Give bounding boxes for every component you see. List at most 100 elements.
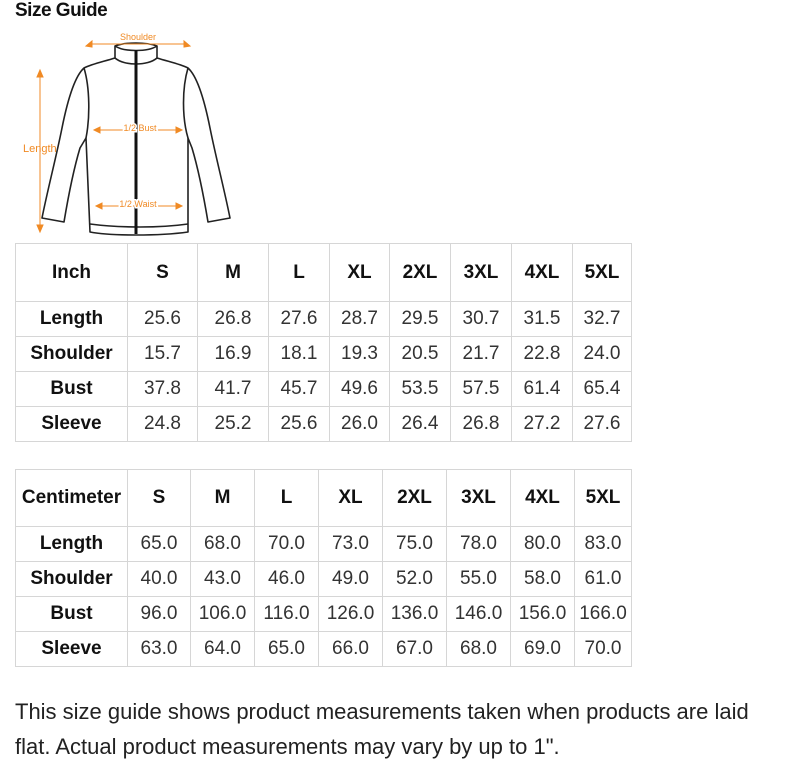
table-cell: 64.0	[190, 631, 255, 667]
inch-size-header: 5XL	[572, 243, 632, 302]
table-cell: 78.0	[446, 526, 511, 562]
table-cell: 20.5	[389, 336, 451, 372]
table-cell: 27.2	[511, 406, 573, 442]
table-cell: 25.6	[268, 406, 330, 442]
row-header: Bust	[15, 596, 128, 632]
table-row: Shoulder 15.7 16.9 18.1 19.3 20.5 21.7 2…	[15, 336, 632, 372]
table-cell: 58.0	[510, 561, 575, 597]
length-label: Length	[23, 143, 57, 155]
jacket-outline	[41, 42, 231, 236]
cm-size-header: XL	[318, 469, 383, 527]
table-cell: 22.8	[511, 336, 573, 372]
table-cell: 70.0	[254, 526, 319, 562]
measurement-note: This size guide shows product measuremen…	[15, 699, 749, 759]
table-cell: 67.0	[382, 631, 447, 667]
row-header: Sleeve	[15, 631, 128, 667]
table-cell: 69.0	[510, 631, 575, 667]
waist-label: 1/2 Waist	[119, 199, 157, 209]
inch-size-table: Inch S M L XL 2XL 3XL 4XL 5XL Length 25.…	[15, 243, 632, 442]
row-header: Bust	[15, 371, 128, 407]
inch-size-header: S	[127, 243, 198, 302]
table-cell: 45.7	[268, 371, 330, 407]
table-cell: 166.0	[574, 596, 632, 632]
table-cell: 156.0	[510, 596, 575, 632]
row-header: Shoulder	[15, 336, 128, 372]
table-cell: 136.0	[382, 596, 447, 632]
cm-size-header: 3XL	[446, 469, 511, 527]
table-cell: 65.0	[127, 526, 191, 562]
shoulder-label: Shoulder	[120, 32, 156, 42]
table-row: Bust 37.8 41.7 45.7 49.6 53.5 57.5 61.4 …	[15, 371, 632, 407]
table-row: Sleeve 24.8 25.2 25.6 26.0 26.4 26.8 27.…	[15, 406, 632, 442]
table-cell: 26.8	[197, 301, 269, 337]
inch-size-header: M	[197, 243, 269, 302]
table-cell: 25.6	[127, 301, 198, 337]
table-cell: 26.8	[450, 406, 512, 442]
cm-size-header: S	[127, 469, 191, 527]
cm-size-header: L	[254, 469, 319, 527]
table-cell: 116.0	[254, 596, 319, 632]
table-cell: 52.0	[382, 561, 447, 597]
table-cell: 18.1	[268, 336, 330, 372]
bust-label: 1/2 Bust	[123, 123, 157, 133]
inch-size-header: 2XL	[389, 243, 451, 302]
row-header: Length	[15, 301, 128, 337]
table-cell: 83.0	[574, 526, 632, 562]
table-cell: 96.0	[127, 596, 191, 632]
table-cell: 41.7	[197, 371, 269, 407]
table-cell: 25.2	[197, 406, 269, 442]
cm-size-header: 4XL	[510, 469, 575, 527]
table-cell: 68.0	[190, 526, 255, 562]
table-cell: 126.0	[318, 596, 383, 632]
table-cell: 26.0	[329, 406, 390, 442]
table-cell: 65.0	[254, 631, 319, 667]
inch-size-header: L	[268, 243, 330, 302]
inch-header-row: Inch S M L XL 2XL 3XL 4XL 5XL	[15, 243, 632, 302]
table-cell: 26.4	[389, 406, 451, 442]
inch-size-header: 4XL	[511, 243, 573, 302]
table-cell: 61.0	[574, 561, 632, 597]
table-cell: 27.6	[268, 301, 330, 337]
table-cell: 63.0	[127, 631, 191, 667]
table-cell: 75.0	[382, 526, 447, 562]
cm-header-row: Centimeter S M L XL 2XL 3XL 4XL 5XL	[15, 469, 632, 527]
row-header: Sleeve	[15, 406, 128, 442]
table-cell: 80.0	[510, 526, 575, 562]
table-cell: 30.7	[450, 301, 512, 337]
table-cell: 68.0	[446, 631, 511, 667]
table-cell: 32.7	[572, 301, 632, 337]
table-row: Shoulder 40.0 43.0 46.0 49.0 52.0 55.0 5…	[15, 561, 632, 597]
table-cell: 106.0	[190, 596, 255, 632]
inch-size-header: XL	[329, 243, 390, 302]
table-cell: 15.7	[127, 336, 198, 372]
table-cell: 53.5	[389, 371, 451, 407]
table-cell: 27.6	[572, 406, 632, 442]
table-cell: 21.7	[450, 336, 512, 372]
table-cell: 24.8	[127, 406, 198, 442]
table-cell: 61.4	[511, 371, 573, 407]
table-row: Length 65.0 68.0 70.0 73.0 75.0 78.0 80.…	[15, 526, 632, 562]
measurement-arrows	[36, 39, 192, 234]
table-cell: 24.0	[572, 336, 632, 372]
table-row: Bust 96.0 106.0 116.0 126.0 136.0 146.0 …	[15, 596, 632, 632]
table-cell: 19.3	[329, 336, 390, 372]
table-cell: 49.0	[318, 561, 383, 597]
cm-size-header: 2XL	[382, 469, 447, 527]
table-cell: 70.0	[574, 631, 632, 667]
centimeter-size-table: Centimeter S M L XL 2XL 3XL 4XL 5XL Leng…	[15, 469, 632, 667]
cm-size-header: 5XL	[574, 469, 632, 527]
table-cell: 31.5	[511, 301, 573, 337]
table-cell: 46.0	[254, 561, 319, 597]
table-cell: 73.0	[318, 526, 383, 562]
table-cell: 29.5	[389, 301, 451, 337]
table-cell: 28.7	[329, 301, 390, 337]
table-cell: 55.0	[446, 561, 511, 597]
table-cell: 66.0	[318, 631, 383, 667]
jacket-measurement-diagram: Shoulder Length 1/2 Bust 1/2 Waist	[23, 32, 231, 236]
cm-corner-header: Centimeter	[15, 469, 128, 527]
table-cell: 57.5	[450, 371, 512, 407]
table-row: Sleeve 63.0 64.0 65.0 66.0 67.0 68.0 69.…	[15, 631, 632, 667]
inch-corner-header: Inch	[15, 243, 128, 302]
table-cell: 146.0	[446, 596, 511, 632]
table-cell: 65.4	[572, 371, 632, 407]
